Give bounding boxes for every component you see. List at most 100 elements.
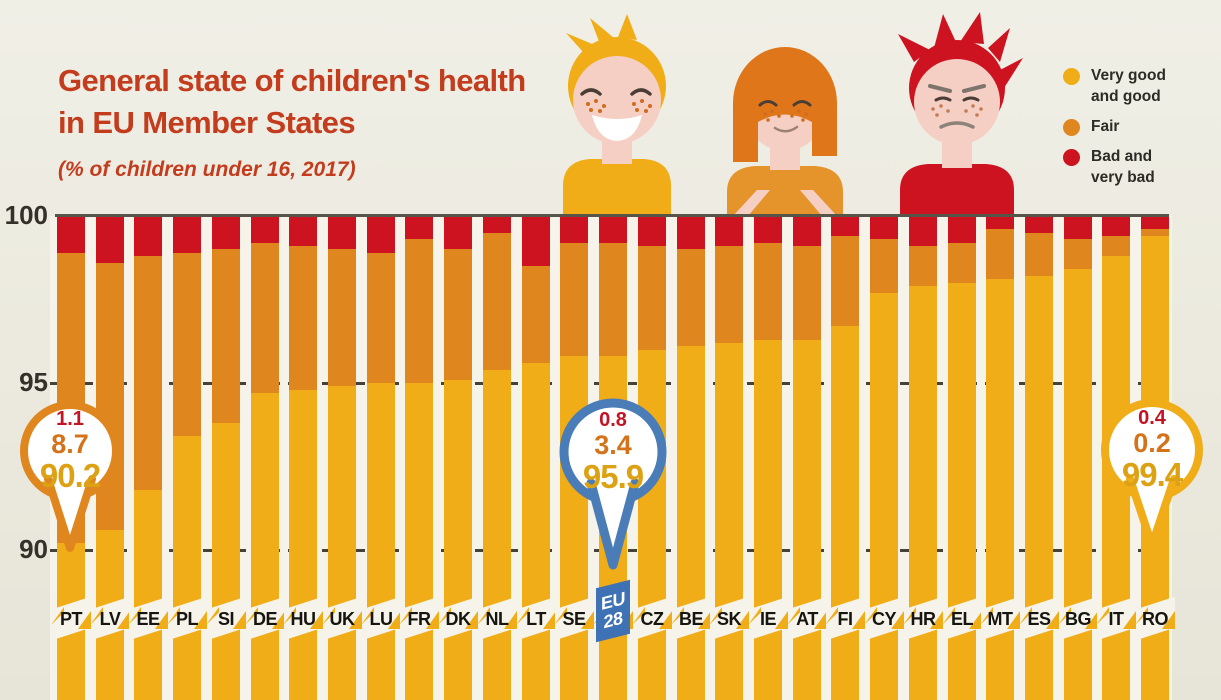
x-label-BG: BG	[1065, 609, 1092, 629]
segment-fair-BE	[677, 249, 705, 347]
x-label-SK: SK	[716, 609, 742, 629]
kid-happy-smile	[592, 115, 642, 141]
callout-bubble-shape	[559, 398, 667, 570]
x-label-LT: LT	[526, 609, 546, 629]
segment-bad-UK	[328, 216, 356, 250]
segment-bad-MT	[986, 216, 1014, 230]
segment-fair-UK	[328, 249, 356, 387]
callout-eu28: 0.8 3.4 95.9	[553, 392, 673, 571]
segment-fair-FI	[831, 236, 859, 327]
x-label-SE: SE	[562, 609, 586, 629]
segment-bad-DK	[444, 216, 472, 250]
segment-good-LT	[522, 362, 550, 700]
legend-item-bad-and-very-bad: Bad and very bad	[1063, 147, 1166, 189]
callout-fair-value: 8.7	[51, 429, 89, 459]
legend-label-very-good-and-good: Very good and good	[1091, 67, 1166, 105]
page-subtitle: (% of children under 16, 2017)	[58, 157, 356, 181]
kid-girl-arm-left	[733, 190, 770, 216]
segment-bad-LV	[96, 216, 124, 263]
segment-fair-DK	[444, 249, 472, 380]
kid-girl-arm-right	[800, 190, 837, 216]
kid-sad-eye-left	[934, 96, 952, 102]
x-label-RO: RO	[1142, 609, 1169, 629]
x-label-DE: DE	[252, 609, 278, 629]
segment-fair-SK	[715, 246, 743, 343]
y-axis-tick-90: 90	[19, 534, 48, 564]
kid-sad	[898, 12, 1023, 216]
segment-fair-EU28	[599, 242, 627, 357]
segment-bad-RO	[1141, 216, 1169, 230]
callout-fair-value: 3.4	[594, 430, 632, 460]
bar-SK	[715, 216, 743, 700]
segment-bad-EU28	[599, 216, 627, 243]
x-label-SI: SI	[217, 609, 235, 629]
x-label-CY: CY	[871, 609, 897, 629]
kid-girl	[727, 47, 843, 216]
segment-good-UK	[328, 386, 356, 700]
segment-fair-CZ	[638, 246, 666, 350]
eu28-label-line2: 28	[603, 607, 623, 633]
bar-FR	[405, 216, 433, 700]
bar-HU	[289, 216, 317, 700]
segment-fair-LT	[522, 266, 550, 363]
callout-bubble-shape	[1101, 399, 1203, 549]
segment-good-DE	[251, 393, 279, 700]
kid-girl-freckles	[763, 109, 808, 122]
callout-good-value: 99.4	[1121, 456, 1183, 493]
segment-fair-LU	[367, 252, 395, 383]
x-label-DK: DK	[445, 609, 472, 629]
bar-AT	[793, 216, 821, 700]
callout-bad-value: 0.8	[599, 409, 627, 431]
segment-fair-HU	[289, 246, 317, 390]
callout-good-value: 95.9	[582, 458, 644, 495]
segment-good-HR	[909, 286, 937, 700]
segment-bad-SK	[715, 216, 743, 247]
callout-fair-value: 0.2	[1133, 428, 1171, 458]
segment-fair-ES	[1025, 232, 1053, 277]
segment-good-FI	[831, 326, 859, 700]
callout-bubble-shape	[20, 401, 120, 552]
legend-item-fair: Fair	[1063, 117, 1166, 138]
segment-good-BE	[677, 346, 705, 700]
bar-BE	[677, 216, 705, 700]
segment-fair-SE	[560, 242, 588, 357]
kid-sad-freckles	[931, 104, 983, 117]
legend-dot-bad-and-very-bad	[1063, 148, 1080, 166]
legend: Very good and good Fair Bad and very bad	[1063, 66, 1166, 198]
segment-bad-PT	[57, 216, 85, 253]
legend-item-very-good-and-good: Very good and good	[1063, 66, 1166, 108]
x-label-HR: HR	[910, 609, 937, 629]
segment-fair-AT	[793, 246, 821, 340]
kid-sad-brow-right	[962, 84, 986, 93]
segment-fair-NL	[483, 232, 511, 370]
bar-DK	[444, 216, 472, 700]
segment-bad-PL	[173, 216, 201, 253]
bar-SE	[560, 216, 588, 700]
segment-good-HU	[289, 389, 317, 700]
kid-girl-eye-left	[758, 100, 778, 107]
kid-sad-brow-left	[928, 84, 952, 93]
kid-sad-shirt	[900, 164, 1014, 216]
segment-good-AT	[793, 339, 821, 700]
x-label-BE: BE	[678, 609, 704, 629]
x-label-EE: EE	[136, 609, 160, 629]
segment-good-SK	[715, 342, 743, 700]
x-label-eu28-badge: EU 28	[596, 579, 630, 643]
segment-fair-IT	[1102, 236, 1130, 257]
segment-good-SI	[212, 423, 240, 700]
segment-fair-PL	[173, 252, 201, 437]
bar-FI	[831, 216, 859, 700]
segment-good-CY	[870, 292, 898, 700]
segment-fair-MT	[986, 229, 1014, 280]
bar-CZ	[638, 216, 666, 700]
segment-good-EE	[134, 489, 162, 700]
callout-bad-value: 1.1	[56, 408, 84, 430]
segment-good-EL	[948, 282, 976, 700]
segment-fair-DE	[251, 242, 279, 394]
segment-bad-FI	[831, 216, 859, 237]
segment-bad-FR	[405, 216, 433, 240]
segment-good-PL	[173, 436, 201, 700]
kid-happy-shirt	[563, 159, 671, 216]
page-title-line2: in EU Member States	[58, 104, 356, 140]
x-label-UK: UK	[329, 609, 356, 629]
